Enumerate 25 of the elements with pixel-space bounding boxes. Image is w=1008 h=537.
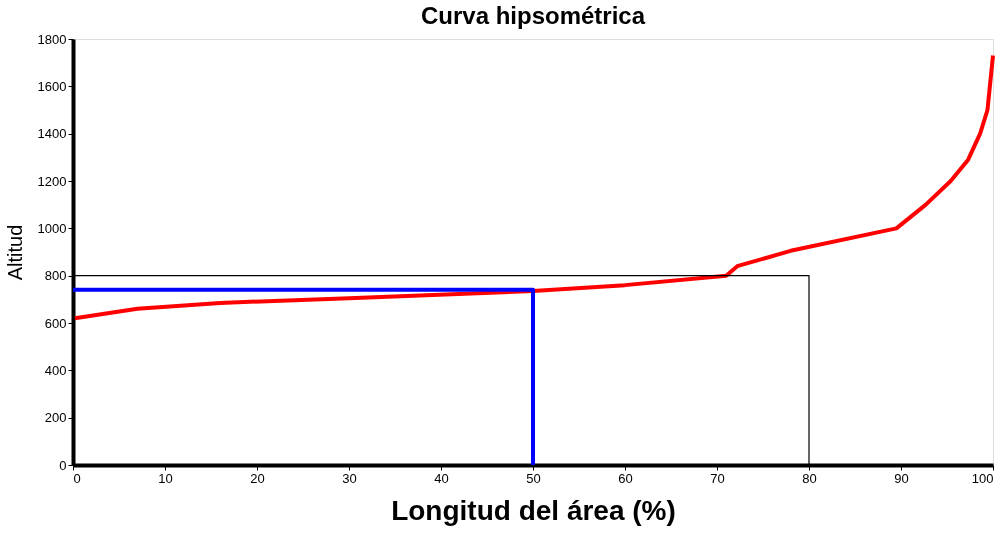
y-tick-label: 0 (59, 457, 67, 473)
x-tick-label: 90 (894, 470, 909, 486)
line-series (72, 53, 995, 321)
x-tick-label: 30 (342, 470, 357, 486)
y-tick-label: 1400 (37, 126, 67, 142)
x-tick-label: 20 (250, 470, 265, 486)
x-tick-label: 10 (158, 470, 173, 486)
y-tick-label: 1800 (37, 31, 67, 47)
y-tick-label: 200 (44, 410, 67, 426)
chart-title: Curva hipsométrica (420, 2, 646, 29)
y-tick-label: 600 (44, 315, 67, 331)
x-tick-label: 100 (971, 470, 994, 486)
x-axis-title: Longitud del área (%) (391, 494, 676, 526)
y-tick-label: 800 (44, 268, 67, 284)
x-tick-label: 50 (526, 470, 541, 486)
x-tick-label: 0 (73, 470, 81, 486)
y-tick-label: 1000 (37, 220, 67, 236)
x-tick-label: 60 (618, 470, 633, 486)
x-tick-label: 70 (710, 470, 725, 486)
x-tick-label: 40 (434, 470, 449, 486)
y-axis-title: Altitud (3, 224, 26, 281)
y-tick-label: 400 (44, 362, 67, 378)
y-tick-label: 1600 (37, 78, 67, 94)
x-tick-label: 80 (802, 470, 817, 486)
y-tick-label: 1200 (37, 173, 67, 189)
